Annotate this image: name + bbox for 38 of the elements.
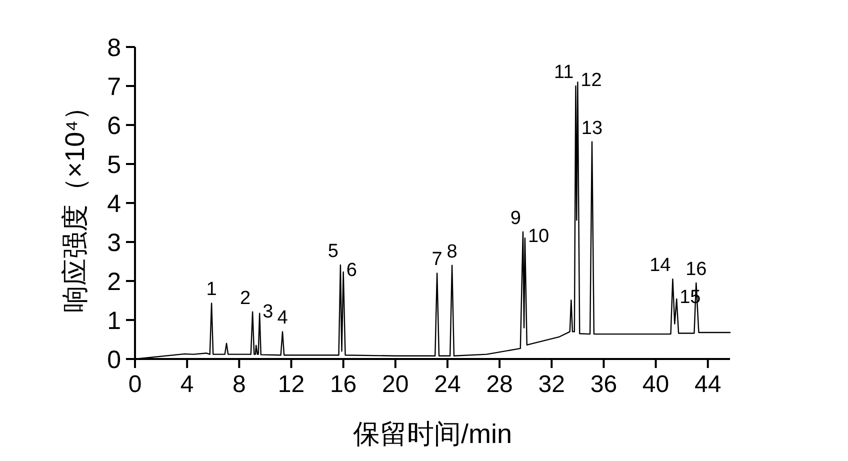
annotation: 5: [328, 241, 338, 262]
y-tick-label: 4: [107, 190, 122, 218]
y-tick-label: 8: [107, 34, 121, 62]
annotation: 8: [446, 241, 458, 262]
annotation: 2: [240, 288, 251, 309]
x-tick-label: 12: [278, 371, 305, 398]
y-tick-label: 6: [107, 112, 121, 140]
x-tick-label: 28: [486, 371, 513, 398]
y-axis-title: 响应强度（×10⁴）: [60, 93, 90, 313]
x-tick-label: 32: [538, 371, 565, 398]
annotation: 12: [580, 70, 602, 92]
annotation: 1: [206, 279, 217, 300]
annotation: 7: [432, 249, 442, 270]
annotation: 6: [346, 260, 357, 282]
annotation: 16: [686, 258, 707, 280]
x-tick-label: 4: [180, 371, 194, 398]
annotation: 9: [510, 208, 521, 229]
annotation: 10: [528, 226, 550, 248]
x-tick-label: 24: [434, 371, 461, 398]
x-tick-label: 36: [590, 371, 618, 398]
y-tick-label: 7: [107, 73, 121, 101]
y-tick-label: 5: [107, 151, 121, 179]
x-tick-label: 8: [232, 371, 246, 398]
y-tick-label: 0: [107, 346, 121, 374]
annotation: 3: [262, 301, 274, 322]
annotation: 4: [277, 308, 288, 329]
y-tick-label: 1: [107, 307, 121, 335]
y-tick-label: 3: [107, 229, 121, 257]
annotation: 14: [650, 255, 672, 276]
x-axis-title: 保留时间/min: [352, 419, 512, 449]
x-tick-label: 0: [128, 371, 142, 398]
annotation: 13: [581, 118, 603, 139]
x-tick-label: 40: [642, 371, 670, 398]
x-tick-label: 20: [382, 371, 409, 398]
y-tick-label: 2: [107, 268, 121, 296]
annotation: 11: [554, 62, 574, 83]
x-tick-label: 16: [330, 371, 357, 398]
x-tick-label: 44: [694, 371, 722, 398]
